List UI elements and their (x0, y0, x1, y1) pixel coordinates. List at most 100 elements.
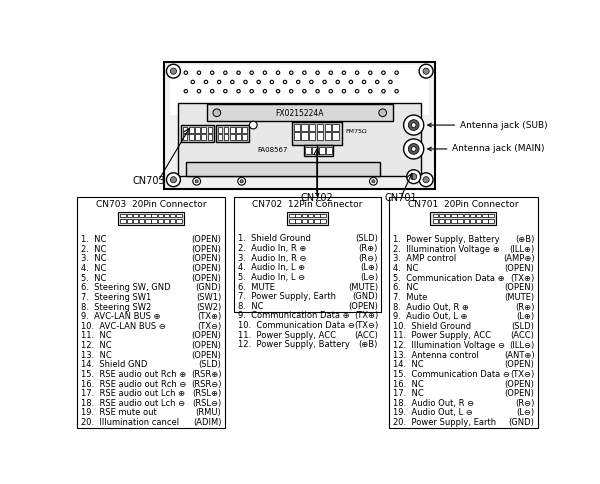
Bar (317, 123, 323, 131)
Bar (208, 127, 212, 133)
Text: 4.  NC: 4. NC (81, 264, 107, 273)
Bar (164, 219, 169, 223)
Bar (332, 123, 338, 131)
Text: (MUTE): (MUTE) (505, 293, 535, 302)
Circle shape (250, 121, 257, 129)
Text: 15.  Communication Data ⊖: 15. Communication Data ⊖ (393, 370, 509, 379)
Bar (445, 219, 451, 223)
Bar (230, 134, 235, 140)
Text: 1.  NC: 1. NC (81, 235, 107, 244)
Bar (464, 213, 469, 217)
Bar (170, 213, 175, 217)
Circle shape (355, 71, 359, 75)
Text: 11.  Power Supply, ACC: 11. Power Supply, ACC (238, 331, 336, 340)
Bar (242, 134, 247, 140)
Bar (488, 213, 494, 217)
Bar (309, 123, 315, 131)
Circle shape (204, 80, 208, 84)
Text: CN703  20Pin Connector: CN703 20Pin Connector (96, 200, 206, 209)
Circle shape (250, 90, 253, 93)
Circle shape (329, 90, 332, 93)
Text: 6.  MUTE: 6. MUTE (238, 283, 275, 291)
Bar (295, 219, 301, 223)
Bar (178, 103, 421, 176)
Bar (224, 134, 229, 140)
Text: 6.  Steering SW, GND: 6. Steering SW, GND (81, 283, 171, 292)
Bar (236, 134, 241, 140)
Circle shape (170, 177, 176, 183)
Circle shape (407, 170, 421, 183)
Circle shape (423, 177, 429, 183)
Bar (470, 213, 475, 217)
Bar (476, 219, 481, 223)
Text: (RSR⊖): (RSR⊖) (191, 379, 221, 389)
Bar (308, 219, 313, 223)
Text: (RMU): (RMU) (196, 408, 221, 417)
Circle shape (362, 80, 366, 84)
Text: 12.  Power Supply, Battery: 12. Power Supply, Battery (238, 340, 350, 349)
Text: (SW1): (SW1) (196, 293, 221, 302)
Circle shape (244, 80, 247, 84)
Text: (L⊖): (L⊖) (517, 408, 535, 417)
Text: CN701  20Pin Connector: CN701 20Pin Connector (408, 200, 518, 209)
Bar (314, 219, 320, 223)
Bar (464, 219, 469, 223)
Text: 16.  NC: 16. NC (393, 379, 424, 389)
Circle shape (166, 64, 181, 78)
Text: 12.  Illumination Voltage ⊖: 12. Illumination Voltage ⊖ (393, 341, 505, 350)
Text: 11.  NC: 11. NC (81, 332, 112, 340)
Text: 17.  RSE audio out Lch ⊕: 17. RSE audio out Lch ⊕ (81, 389, 185, 398)
Text: (SLD): (SLD) (355, 234, 378, 243)
Text: 20.  Power Supply, Earth: 20. Power Supply, Earth (393, 418, 496, 427)
Text: (OPEN): (OPEN) (191, 235, 221, 244)
Circle shape (379, 109, 386, 117)
Bar (470, 219, 475, 223)
Circle shape (342, 71, 346, 75)
Circle shape (224, 71, 227, 75)
Circle shape (423, 68, 429, 74)
Text: (OPEN): (OPEN) (191, 273, 221, 283)
Text: (OPEN): (OPEN) (191, 255, 221, 263)
Circle shape (170, 68, 176, 74)
Text: 2.  Illumination Voltage ⊕: 2. Illumination Voltage ⊕ (393, 245, 499, 254)
Text: (SW2): (SW2) (196, 302, 221, 312)
Bar (292, 122, 343, 145)
Circle shape (404, 115, 424, 135)
Bar (183, 127, 187, 133)
Bar (77, 197, 224, 428)
Bar (312, 147, 317, 154)
Bar (457, 213, 463, 217)
Text: 8.  NC: 8. NC (238, 302, 263, 311)
Text: 4.  Audio In, L ⊕: 4. Audio In, L ⊕ (238, 263, 305, 272)
Text: (RSL⊖): (RSL⊖) (192, 399, 221, 408)
Bar (145, 213, 151, 217)
Bar (127, 219, 132, 223)
Text: (OPEN): (OPEN) (348, 302, 378, 311)
Text: 10.  Communication Data ⊖: 10. Communication Data ⊖ (238, 321, 355, 330)
Bar (457, 219, 463, 223)
Text: (SLD): (SLD) (512, 322, 535, 331)
Circle shape (412, 123, 416, 127)
Circle shape (355, 90, 359, 93)
Text: (RSL⊕): (RSL⊕) (192, 389, 221, 398)
Text: FM75Ω: FM75Ω (346, 129, 367, 134)
Text: 7.  Power Supply, Earth: 7. Power Supply, Earth (238, 292, 336, 301)
Text: 8.  Steering SW2: 8. Steering SW2 (81, 302, 151, 312)
Text: (OPEN): (OPEN) (191, 332, 221, 340)
Circle shape (296, 80, 300, 84)
Text: 18.  Audio Out, R ⊖: 18. Audio Out, R ⊖ (393, 399, 474, 408)
Bar (121, 219, 126, 223)
Bar (216, 125, 248, 142)
Circle shape (389, 80, 392, 84)
Text: (ILL⊖): (ILL⊖) (509, 341, 535, 350)
Text: (R⊖): (R⊖) (359, 254, 378, 263)
Bar (202, 134, 206, 140)
Bar (170, 219, 175, 223)
Text: 5.  Audio In, L ⊖: 5. Audio In, L ⊖ (238, 273, 305, 282)
Circle shape (197, 71, 201, 75)
Circle shape (184, 90, 188, 93)
Bar (158, 219, 163, 223)
Text: 9.  Audio Out, L ⊕: 9. Audio Out, L ⊕ (393, 312, 467, 321)
Text: (R⊕): (R⊕) (515, 302, 535, 312)
Bar (164, 62, 436, 189)
